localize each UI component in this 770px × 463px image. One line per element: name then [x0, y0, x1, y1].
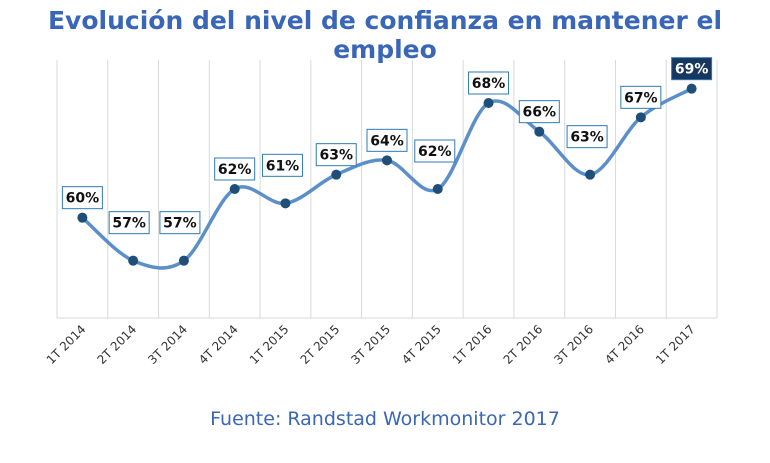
x-tick-label: 3T 2014	[145, 322, 190, 367]
data-point-9	[483, 98, 494, 108]
data-label-box	[214, 157, 256, 181]
data-point-1	[77, 212, 88, 223]
x-tick-label: 1T 2017	[653, 322, 698, 367]
x-tick-label: 3T 2016	[551, 322, 596, 367]
data-label-text: 69%	[675, 62, 709, 78]
x-tick-label: 4T 2015	[399, 322, 444, 367]
data-label-text: 63%	[319, 148, 353, 164]
data-point-8	[432, 184, 443, 194]
data-label-2: 57%	[108, 211, 150, 235]
data-label-6: 63%	[315, 143, 357, 167]
data-label-text: 67%	[624, 90, 658, 106]
series-line	[80, 86, 694, 270]
data-label-box	[366, 128, 408, 152]
data-label-box	[108, 211, 150, 235]
data-label-text: 64%	[370, 133, 404, 149]
chart-source: Fuente: Randstad Workmonitor 2017	[210, 408, 560, 430]
data-label-box	[414, 139, 456, 163]
markers	[77, 83, 697, 266]
data-label-box	[620, 85, 662, 109]
data-label-10: 66%	[518, 100, 560, 124]
x-tick-label: 4T 2016	[602, 322, 647, 367]
data-label-box	[468, 71, 510, 95]
data-point-2	[128, 255, 139, 266]
data-label-box	[261, 153, 303, 177]
data-label-4: 62%	[214, 157, 256, 181]
data-point-5	[280, 198, 291, 209]
data-label-text: 57%	[163, 216, 197, 232]
data-label-8: 62%	[414, 139, 456, 163]
data-point-7	[382, 155, 392, 166]
data-label-text: 57%	[112, 216, 146, 232]
x-tick-label: 2T 2014	[94, 322, 139, 367]
data-label-1: 60%	[61, 186, 103, 210]
data-label-box	[61, 186, 103, 210]
data-point-10	[534, 126, 545, 137]
data-label-13: 69%	[671, 57, 713, 81]
x-tick-label: 1T 2014	[44, 322, 89, 367]
x-tick-label: 3T 2015	[348, 322, 393, 367]
chart-title: Evolución del nivel de confianza en mant…	[47, 6, 723, 64]
data-label-9: 68%	[468, 71, 510, 95]
data-label-text: 66%	[523, 105, 557, 121]
data-point-4	[229, 184, 240, 194]
data-point-13	[686, 83, 697, 94]
data-label-text: 68%	[472, 76, 506, 92]
data-label-box	[315, 143, 357, 167]
data-label-12: 67%	[620, 85, 662, 109]
data-label-11: 63%	[566, 125, 608, 149]
data-label-box	[518, 100, 560, 124]
data-label-5: 61%	[261, 153, 303, 177]
x-tick-label: 4T 2014	[196, 322, 241, 367]
data-label-3: 57%	[159, 211, 201, 235]
data-point-12	[635, 112, 646, 123]
x-tick-label: 1T 2016	[450, 322, 495, 367]
data-label-text: 61%	[266, 158, 300, 174]
x-axis-ticks: 1T 2014 2T 2014 3T 2014 4T 2014 1T 2015 2T 20…	[44, 322, 698, 367]
data-label-box	[566, 125, 608, 149]
series-line-group	[80, 86, 694, 270]
data-label-text: 62%	[218, 162, 252, 178]
x-tick-label: 2T 2015	[298, 322, 343, 367]
data-point-6	[331, 169, 342, 180]
data-point-3	[178, 255, 189, 266]
gridlines	[56, 60, 718, 319]
data-label-text: 62%	[418, 144, 452, 160]
data-label-box	[671, 57, 713, 81]
x-tick-label: 1T 2015	[247, 322, 292, 367]
data-label-text: 63%	[570, 130, 604, 146]
data-label-box	[159, 211, 201, 235]
data-label-7: 64%	[366, 128, 408, 152]
data-label-text: 60%	[66, 191, 100, 207]
data-labels: 60% 57% 57% 62% 61% 63% 64% 62% 68% 66% 63% 67% 69%	[61, 57, 713, 235]
x-tick-label: 2T 2016	[501, 322, 546, 367]
data-point-11	[585, 169, 596, 180]
